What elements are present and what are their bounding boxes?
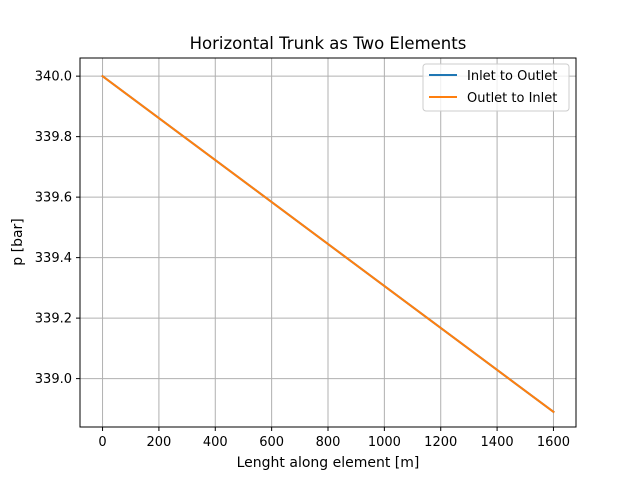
x-tick-label: 1000 xyxy=(368,435,401,450)
y-gridlines xyxy=(80,75,576,380)
x-tick-label: 1400 xyxy=(481,435,514,450)
legend-label-outlet-to-inlet: Outlet to Inlet xyxy=(467,91,557,106)
series-line-outlet-to-inlet xyxy=(101,74,555,414)
series-layer xyxy=(101,74,555,414)
x-tick-label: 1600 xyxy=(537,435,570,450)
x-tick-label: 1200 xyxy=(424,435,457,450)
y-tick-label: 339.6 xyxy=(35,191,72,206)
legend: Inlet to Outlet Outlet to Inlet xyxy=(422,63,570,112)
y-tick-label: 340.0 xyxy=(35,70,72,85)
x-tick-label: 0 xyxy=(98,435,106,450)
y-tick-label: 339.8 xyxy=(35,130,72,145)
x-axis-label: Lenght along element [m] xyxy=(237,455,420,471)
x-tick-label: 400 xyxy=(203,435,228,450)
x-tick-label: 200 xyxy=(146,435,171,450)
legend-label-inlet-to-outlet: Inlet to Outlet xyxy=(467,69,557,84)
x-axis-ticks: 0 200 400 600 800 1000 1200 1400 1600 xyxy=(98,427,570,450)
y-tick-label: 339.2 xyxy=(35,312,72,327)
legend-box xyxy=(422,63,570,112)
y-axis-ticks: 339.0 339.2 339.4 339.6 339.8 340.0 xyxy=(35,70,80,387)
chart-title: Horizontal Trunk as Two Elements xyxy=(190,34,467,53)
y-tick-label: 339.4 xyxy=(35,251,72,266)
y-axis-label: p [bar] xyxy=(10,218,26,265)
x-tick-label: 600 xyxy=(259,435,284,450)
y-tick-label: 339.0 xyxy=(35,372,72,387)
x-tick-label: 800 xyxy=(316,435,341,450)
x-gridlines xyxy=(102,58,554,427)
